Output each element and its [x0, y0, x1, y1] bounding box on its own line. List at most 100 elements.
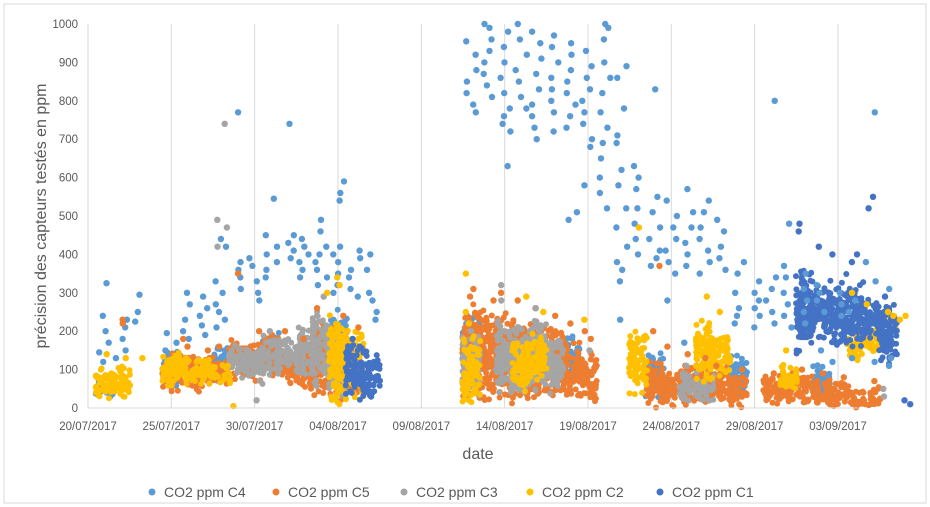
cloud-point: [359, 371, 366, 378]
cloud-point: [709, 374, 716, 381]
cloud-point: [813, 395, 820, 402]
cloud-point: [231, 376, 238, 383]
cloud-point: [587, 356, 594, 363]
cloud-point: [294, 366, 301, 373]
cloud-point: [515, 361, 522, 367]
cloud-point: [102, 388, 109, 395]
cloud-point: [244, 367, 251, 374]
cloud-point: [519, 344, 526, 351]
cloud-point: [205, 356, 212, 363]
cloud-point: [299, 369, 306, 376]
cloud-point: [176, 371, 183, 378]
cloud-point: [275, 329, 282, 336]
cloud-point: [265, 348, 272, 355]
cloud-point: [703, 331, 710, 338]
cloud-point: [96, 393, 103, 400]
cloud-point: [687, 379, 694, 386]
cloud-point: [501, 356, 507, 363]
cloud-point: [701, 389, 708, 396]
cloud-point: [728, 391, 735, 398]
cloud-point: [808, 269, 815, 276]
cloud-point: [345, 362, 352, 369]
cloud-point: [808, 339, 815, 346]
cloud-point: [579, 382, 586, 389]
cloud-point: [469, 380, 476, 387]
cloud-point: [592, 385, 599, 392]
cloud-point: [544, 385, 551, 392]
cloud-point: [858, 350, 865, 357]
cloud-point: [486, 396, 492, 403]
cloud-point: [227, 377, 233, 384]
cloud-point: [680, 383, 687, 390]
cloud-point: [652, 367, 659, 374]
cloud-point: [815, 334, 822, 341]
cloud-point: [707, 387, 714, 394]
cloud-point: [488, 312, 495, 319]
cloud-point: [472, 312, 479, 319]
cloud-point: [361, 383, 368, 390]
cloud-point: [814, 389, 821, 396]
cloud-point: [320, 390, 327, 396]
cloud-point: [579, 375, 586, 382]
cloud-point: [295, 324, 302, 331]
cloud-point: [796, 326, 803, 333]
cloud-point: [111, 388, 118, 395]
cloud-point: [718, 396, 725, 403]
cloud-point: [802, 385, 808, 392]
cloud-point: [463, 371, 470, 378]
cloud-point: [572, 386, 579, 393]
cloud-point: [793, 292, 800, 299]
cloud-point: [743, 392, 750, 399]
cloud-point: [299, 362, 306, 369]
cloud-point: [336, 401, 343, 408]
cloud-point: [314, 351, 321, 358]
cloud-point: [471, 390, 478, 397]
cloud-point: [126, 367, 133, 374]
cloud-point: [793, 372, 800, 379]
cloud-point: [193, 359, 200, 365]
cloud-point: [301, 375, 308, 382]
cloud-point: [376, 362, 383, 368]
cloud-point: [519, 352, 526, 359]
cloud-point: [532, 387, 539, 394]
cloud-point: [163, 361, 170, 368]
cloud-point: [474, 366, 481, 373]
cloud-point: [237, 346, 243, 353]
cloud-point: [795, 308, 802, 315]
cloud-point: [632, 377, 639, 384]
cloud-point: [500, 349, 507, 356]
cloud-point: [461, 395, 468, 402]
cloud-point: [535, 348, 541, 355]
cloud-point: [328, 354, 335, 361]
cloud-point: [769, 399, 776, 406]
cloud-point: [531, 338, 538, 345]
cloud-point: [554, 330, 561, 337]
cloud-point: [268, 366, 275, 373]
cloud-point: [539, 361, 546, 368]
cloud-point: [543, 321, 549, 328]
cloud-point: [534, 376, 540, 383]
cloud-point: [794, 391, 801, 398]
cloud-point: [119, 363, 125, 370]
cloud-point: [270, 352, 277, 359]
cloud-point: [711, 356, 717, 362]
cloud-point: [552, 372, 559, 379]
cloud-point: [518, 326, 525, 333]
cloud-point: [337, 383, 344, 390]
cloud-point: [364, 362, 371, 369]
cloud-point: [515, 378, 522, 385]
cloud-point: [228, 337, 235, 343]
cloud-point: [496, 356, 503, 363]
cloud-point: [470, 301, 477, 308]
cloud-point: [255, 348, 261, 355]
cloud-point: [668, 376, 675, 383]
cloud-point: [182, 368, 189, 375]
cloud-point: [582, 362, 589, 368]
cloud-point: [343, 368, 350, 375]
cloud-point: [709, 342, 716, 349]
cloud-point: [352, 328, 359, 335]
cloud-point: [688, 364, 695, 371]
cloud-point: [574, 348, 581, 355]
cloud-point: [870, 348, 876, 354]
cloud-point: [670, 386, 677, 393]
